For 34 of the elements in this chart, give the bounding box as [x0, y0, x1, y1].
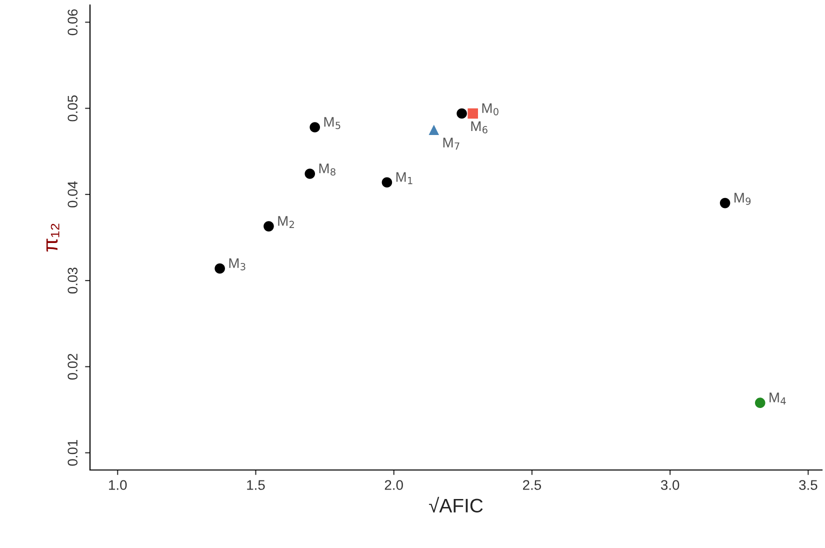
point [428, 124, 440, 136]
x-tick-label: 1.5 [247, 480, 265, 490]
point [720, 198, 730, 208]
y-tick-label: 0.06 [68, 9, 78, 36]
point [214, 263, 225, 274]
y-tick-label: 0.02 [68, 354, 78, 380]
y-tick-label: 0.03 [68, 268, 78, 294]
annotation: M$_{0}$ [482, 103, 498, 116]
point [382, 177, 392, 188]
annotation: M$_{1}$ [396, 172, 412, 184]
annotation: M$_{6}$ [471, 121, 488, 134]
point [304, 168, 316, 179]
annotation: M$_{4}$ [770, 392, 786, 405]
x-tick-label: 2.0 [384, 480, 403, 490]
y-tick-label: 0.05 [68, 95, 78, 122]
point [754, 398, 766, 408]
y-tick-label: 0.04 [68, 181, 78, 208]
point [264, 221, 274, 232]
x-tick-label: 3.5 [799, 480, 818, 490]
y-tick-label: 0.01 [68, 440, 78, 466]
annotation: M$_{7}$ [443, 138, 460, 150]
x-axis-title: √AFIC [429, 496, 483, 513]
annotation: M$_{2}$ [278, 216, 294, 228]
annotation: M$_{9}$ [734, 192, 751, 205]
annotation: M$_{8}$ [319, 164, 336, 176]
x-tick-label: 1.0 [109, 480, 127, 490]
annotation: M$_{5}$ [324, 117, 340, 130]
x-tick-label: 3.0 [660, 480, 680, 490]
y-axis-title: π₁₂ [46, 224, 60, 252]
point [468, 108, 478, 119]
point [456, 108, 467, 119]
annotation: M$_{3}$ [229, 258, 246, 270]
x-tick-label: 2.5 [523, 480, 542, 490]
point [310, 122, 320, 132]
